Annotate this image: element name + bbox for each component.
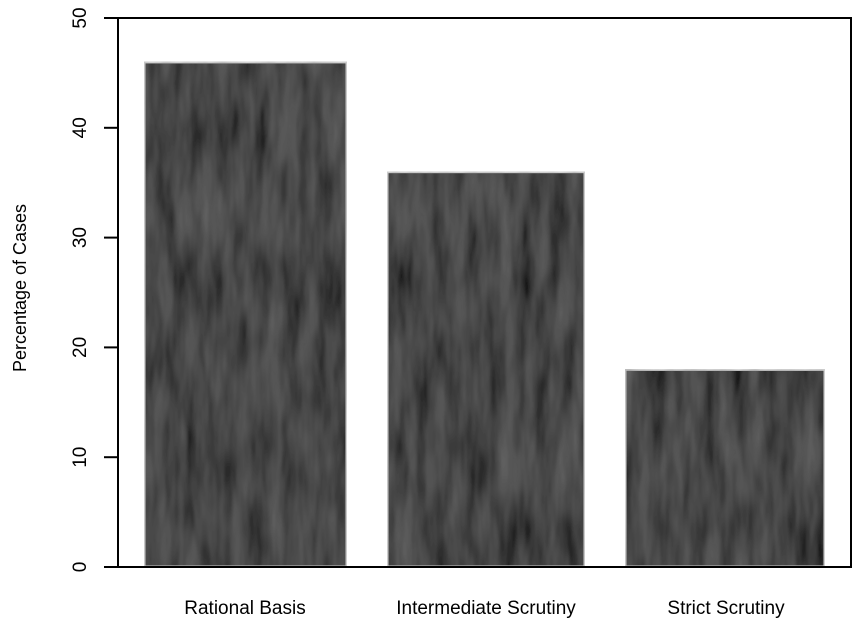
y-axis-label: Percentage of Cases <box>10 204 30 372</box>
x-category-label: Intermediate Scrutiny <box>396 598 576 619</box>
y-axis: 0 10 20 30 40 50 <box>70 7 118 572</box>
x-category-labels: Rational Basis Intermediate Scrutiny Stric… <box>184 598 785 619</box>
x-category-label: Strict Scrutiny <box>667 598 785 619</box>
y-tick-label: 30 <box>70 227 91 248</box>
y-tick-label: 0 <box>70 562 91 573</box>
y-tick-label: 20 <box>70 337 91 358</box>
y-tick-label: 10 <box>70 447 91 468</box>
bars-layer <box>144 62 825 567</box>
x-category-label: Rational Basis <box>184 598 305 619</box>
bar-intermediate-scrutiny <box>387 172 585 567</box>
bar-rational-basis <box>144 62 347 567</box>
bar-strict-scrutiny <box>625 369 825 567</box>
y-tick-label: 40 <box>70 117 91 138</box>
y-tick-label: 50 <box>70 7 91 28</box>
